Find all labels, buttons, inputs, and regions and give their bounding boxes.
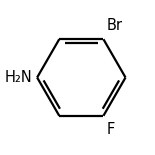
Text: Br: Br xyxy=(107,18,123,33)
Text: H₂N: H₂N xyxy=(4,70,32,85)
Text: F: F xyxy=(107,122,115,137)
